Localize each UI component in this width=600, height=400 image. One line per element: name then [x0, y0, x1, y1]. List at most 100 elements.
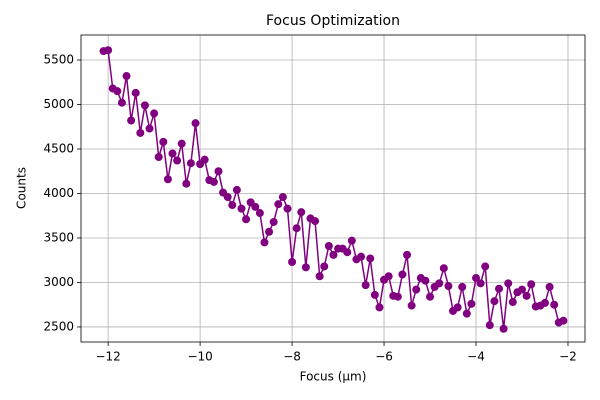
x-tick-label: −6 — [375, 350, 393, 364]
data-point — [320, 262, 329, 271]
data-point — [472, 274, 481, 283]
data-point — [403, 250, 412, 259]
data-point — [297, 208, 306, 217]
plot-frame — [80, 34, 586, 343]
data-point — [154, 152, 163, 161]
data-point — [481, 262, 490, 271]
data-point — [370, 290, 379, 299]
data-point — [311, 217, 320, 226]
data-point — [329, 250, 338, 259]
data-point — [398, 270, 407, 279]
data-point — [182, 179, 191, 188]
data-point — [495, 284, 504, 293]
data-point — [104, 46, 113, 55]
data-point — [324, 241, 333, 250]
data-point — [301, 263, 310, 272]
y-tick-label: 5000 — [43, 97, 74, 111]
data-point — [315, 272, 324, 281]
x-tick-label: −12 — [95, 350, 120, 364]
data-point — [361, 281, 370, 290]
y-tick-label: 3500 — [43, 230, 74, 244]
data-point — [209, 177, 218, 186]
data-point — [393, 292, 402, 301]
data-point — [545, 282, 554, 291]
data-point — [177, 139, 186, 148]
data-point — [232, 185, 241, 194]
data-point — [467, 299, 476, 308]
x-axis-label: Focus (μm) — [300, 370, 367, 384]
y-tick-label: 5500 — [43, 53, 74, 67]
data-point — [278, 193, 287, 202]
data-point — [283, 204, 292, 213]
data-point — [476, 279, 485, 288]
data-point — [527, 280, 536, 289]
data-point — [504, 279, 513, 288]
data-point — [163, 175, 172, 184]
data-point — [453, 303, 462, 312]
y-tick-label: 2500 — [43, 319, 74, 333]
data-point — [508, 298, 517, 307]
data-point — [269, 217, 278, 226]
data-point — [136, 128, 145, 137]
data-point — [237, 204, 246, 213]
data-point — [540, 298, 549, 307]
data-point — [550, 300, 559, 309]
data-point — [490, 297, 499, 306]
data-point — [518, 285, 526, 294]
chart-title: Focus Optimization — [266, 13, 400, 29]
data-point — [223, 193, 232, 202]
data-point — [145, 124, 154, 133]
y-tick-label: 4500 — [43, 141, 74, 155]
data-point — [159, 137, 168, 146]
data-point — [439, 264, 448, 273]
data-point — [150, 109, 159, 118]
data-point — [462, 309, 471, 318]
data-point — [485, 321, 494, 330]
data-point — [186, 159, 195, 168]
data-point — [255, 209, 264, 218]
data-point — [214, 167, 223, 176]
data-point — [407, 301, 416, 310]
data-point — [444, 282, 453, 291]
data-point — [412, 285, 421, 294]
data-point — [117, 98, 126, 107]
data-point — [458, 282, 467, 291]
data-point — [343, 248, 352, 257]
data-point — [499, 324, 508, 333]
data-point — [168, 149, 177, 158]
data-point — [522, 291, 531, 300]
data-point — [421, 276, 430, 285]
x-tick-label: −10 — [187, 350, 212, 364]
data-point — [131, 88, 140, 97]
data-point — [288, 258, 297, 267]
data-point — [113, 87, 122, 96]
data-point — [265, 227, 274, 236]
data-point — [228, 201, 237, 210]
data-point — [366, 254, 375, 263]
data-point — [200, 155, 209, 164]
data-point — [292, 224, 301, 233]
data-point — [559, 316, 568, 325]
data-point — [435, 279, 444, 288]
data-point — [251, 202, 260, 211]
data-point — [191, 119, 200, 128]
data-point — [347, 236, 356, 245]
data-point — [274, 200, 283, 209]
x-tick-label: −4 — [467, 350, 485, 364]
data-point — [173, 156, 182, 165]
data-line — [103, 49, 564, 329]
data-point — [426, 292, 435, 301]
x-tick-label: −8 — [283, 350, 301, 364]
y-tick-label: 3000 — [43, 275, 74, 289]
y-tick-label: 4000 — [43, 186, 74, 200]
data-point — [384, 272, 393, 281]
data-point — [242, 215, 251, 224]
x-tick-label: −2 — [559, 350, 577, 364]
data-point — [375, 303, 384, 312]
y-axis-label: Counts — [15, 167, 29, 209]
data-point — [127, 116, 136, 125]
data-point — [140, 101, 149, 110]
data-point — [122, 72, 131, 81]
